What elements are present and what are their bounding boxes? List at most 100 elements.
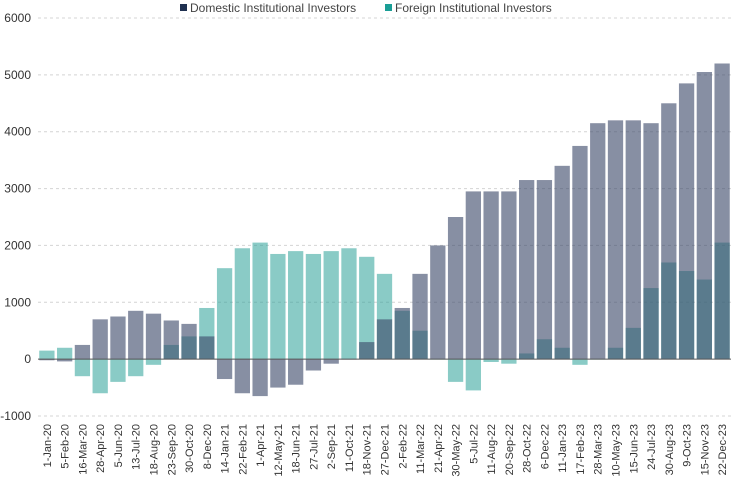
x-tick-label: 24-Jul-23 — [646, 424, 658, 470]
fii-bar — [572, 359, 588, 365]
y-axis-ticks: -1000 0 1000 2000 3000 4000 5000 6000 — [0, 11, 31, 423]
dii-bar — [216, 359, 233, 380]
x-tick-label: 6-Dec-22 — [539, 424, 551, 469]
fii-bar — [305, 253, 322, 360]
x-tick-label: 9-Oct-23 — [682, 424, 694, 467]
x-tick-label: 21-Apr-22 — [433, 424, 445, 473]
x-tick-label: 28-Oct-22 — [522, 424, 534, 473]
fii-bar — [128, 359, 144, 377]
dii-bar — [572, 145, 588, 360]
y-tick-label: 1000 — [4, 295, 31, 309]
fii-bar — [270, 253, 286, 360]
x-tick-label: 30-Aug-23 — [664, 424, 676, 475]
fii-bar — [341, 248, 357, 360]
y-tick-label: 3000 — [4, 182, 31, 196]
dii-bar — [163, 320, 179, 360]
y-tick-label: 6000 — [4, 11, 31, 25]
dii-bar — [412, 273, 428, 360]
x-tick-label: 28-Mar-23 — [593, 424, 605, 475]
y-tick-label: 2000 — [4, 238, 31, 252]
fii-bar — [323, 251, 339, 360]
y-tick-label: -1000 — [0, 409, 31, 423]
dii-bar — [57, 359, 73, 362]
dii-bar — [678, 83, 695, 360]
x-tick-label: 23-Sep-20 — [166, 424, 178, 475]
x-tick-label: 18-Nov-21 — [362, 424, 374, 475]
x-tick-label: 1-Apr-21 — [255, 424, 267, 467]
y-tick-label: 4000 — [4, 125, 31, 139]
x-tick-label: 27-Jul-21 — [308, 424, 320, 470]
fii-bar — [145, 359, 162, 365]
dii-bar — [199, 336, 215, 360]
dii-bar — [39, 359, 55, 361]
x-tick-label: 2-Feb-22 — [397, 424, 409, 469]
fii-bar — [74, 359, 91, 377]
x-tick-label: 5-Jul-22 — [468, 424, 480, 464]
x-tick-label: 8-Dec-20 — [202, 424, 214, 469]
fii-bar — [465, 359, 481, 391]
dii-bar — [483, 191, 499, 360]
x-tick-label: 13-Jul-20 — [131, 424, 143, 470]
x-tick-label: 2-Sep-21 — [326, 424, 338, 469]
dii-bar — [643, 123, 659, 360]
fii-bar — [483, 359, 499, 362]
x-axis-ticks: 1-Jan-20 5-Feb-20 16-Mar-20 28-Apr-20 5-Jun-… — [42, 424, 729, 477]
dii-bar — [234, 359, 250, 394]
x-tick-label: 18-Aug-20 — [149, 424, 161, 475]
x-tick-label: 30-Oct-20 — [184, 424, 196, 473]
x-tick-label: 5-Feb-20 — [60, 424, 72, 469]
legend-swatch-dii — [180, 4, 187, 11]
fii-bar — [216, 268, 233, 360]
x-tick-label: 16-Mar-20 — [77, 424, 89, 475]
dii-bar — [519, 180, 535, 360]
dii-bar — [394, 307, 410, 360]
dii-bar — [145, 313, 162, 360]
dii-bar — [590, 123, 606, 360]
dii-bar — [128, 310, 144, 360]
x-tick-label: 11-Oct-21 — [344, 424, 356, 472]
y-tick-label: 5000 — [4, 68, 31, 82]
dii-bar — [501, 191, 517, 360]
dii-bar — [714, 63, 730, 360]
legend: Domestic Institutional Investors Foreign… — [180, 1, 552, 15]
x-tick-label: 30-May-22 — [451, 424, 463, 477]
x-tick-label: 11-Mar-22 — [415, 424, 427, 474]
dii-bar — [270, 359, 286, 388]
x-tick-label: 27-Dec-21 — [380, 424, 392, 475]
dii-bar — [323, 359, 339, 364]
x-tick-label: 1-Jan-20 — [42, 424, 54, 467]
y-tick-label: 0 — [24, 352, 31, 366]
x-tick-label: 12-May-21 — [273, 424, 285, 477]
fii-bar — [252, 242, 268, 360]
fii-bar — [359, 256, 375, 360]
dii-bar — [305, 359, 322, 371]
legend-swatch-fii — [385, 4, 392, 11]
dii-bar — [181, 323, 197, 360]
x-tick-label: 18-Jun-21 — [291, 424, 303, 474]
dii-bar — [607, 120, 624, 360]
dii-bar — [554, 165, 570, 360]
dii-bar — [252, 359, 268, 397]
x-tick-label: 15-Jun-23 — [628, 424, 640, 474]
fii-bar — [110, 359, 126, 382]
dii-bar — [110, 316, 126, 360]
dii-bar — [447, 217, 464, 360]
dii-bar — [92, 319, 108, 360]
fii-bar — [39, 350, 55, 360]
dii-bar — [376, 319, 393, 360]
fii-bar — [57, 347, 73, 360]
x-tick-label: 20-Sep-22 — [504, 424, 516, 475]
x-tick-label: 22-Dec-23 — [717, 424, 729, 475]
dii-bar — [465, 191, 481, 360]
legend-label-fii: Foreign Institutional Investors — [395, 1, 552, 15]
x-tick-label: 11-Aug-22 — [486, 424, 498, 475]
x-tick-label: 11-Jan-23 — [557, 424, 569, 473]
dii-bar — [288, 359, 304, 385]
x-tick-label: 10-May-23 — [611, 424, 623, 477]
x-tick-label: 22-Feb-21 — [237, 424, 249, 475]
dii-bar — [661, 103, 677, 360]
dii-bar — [625, 120, 641, 360]
fii-bar — [288, 251, 304, 360]
